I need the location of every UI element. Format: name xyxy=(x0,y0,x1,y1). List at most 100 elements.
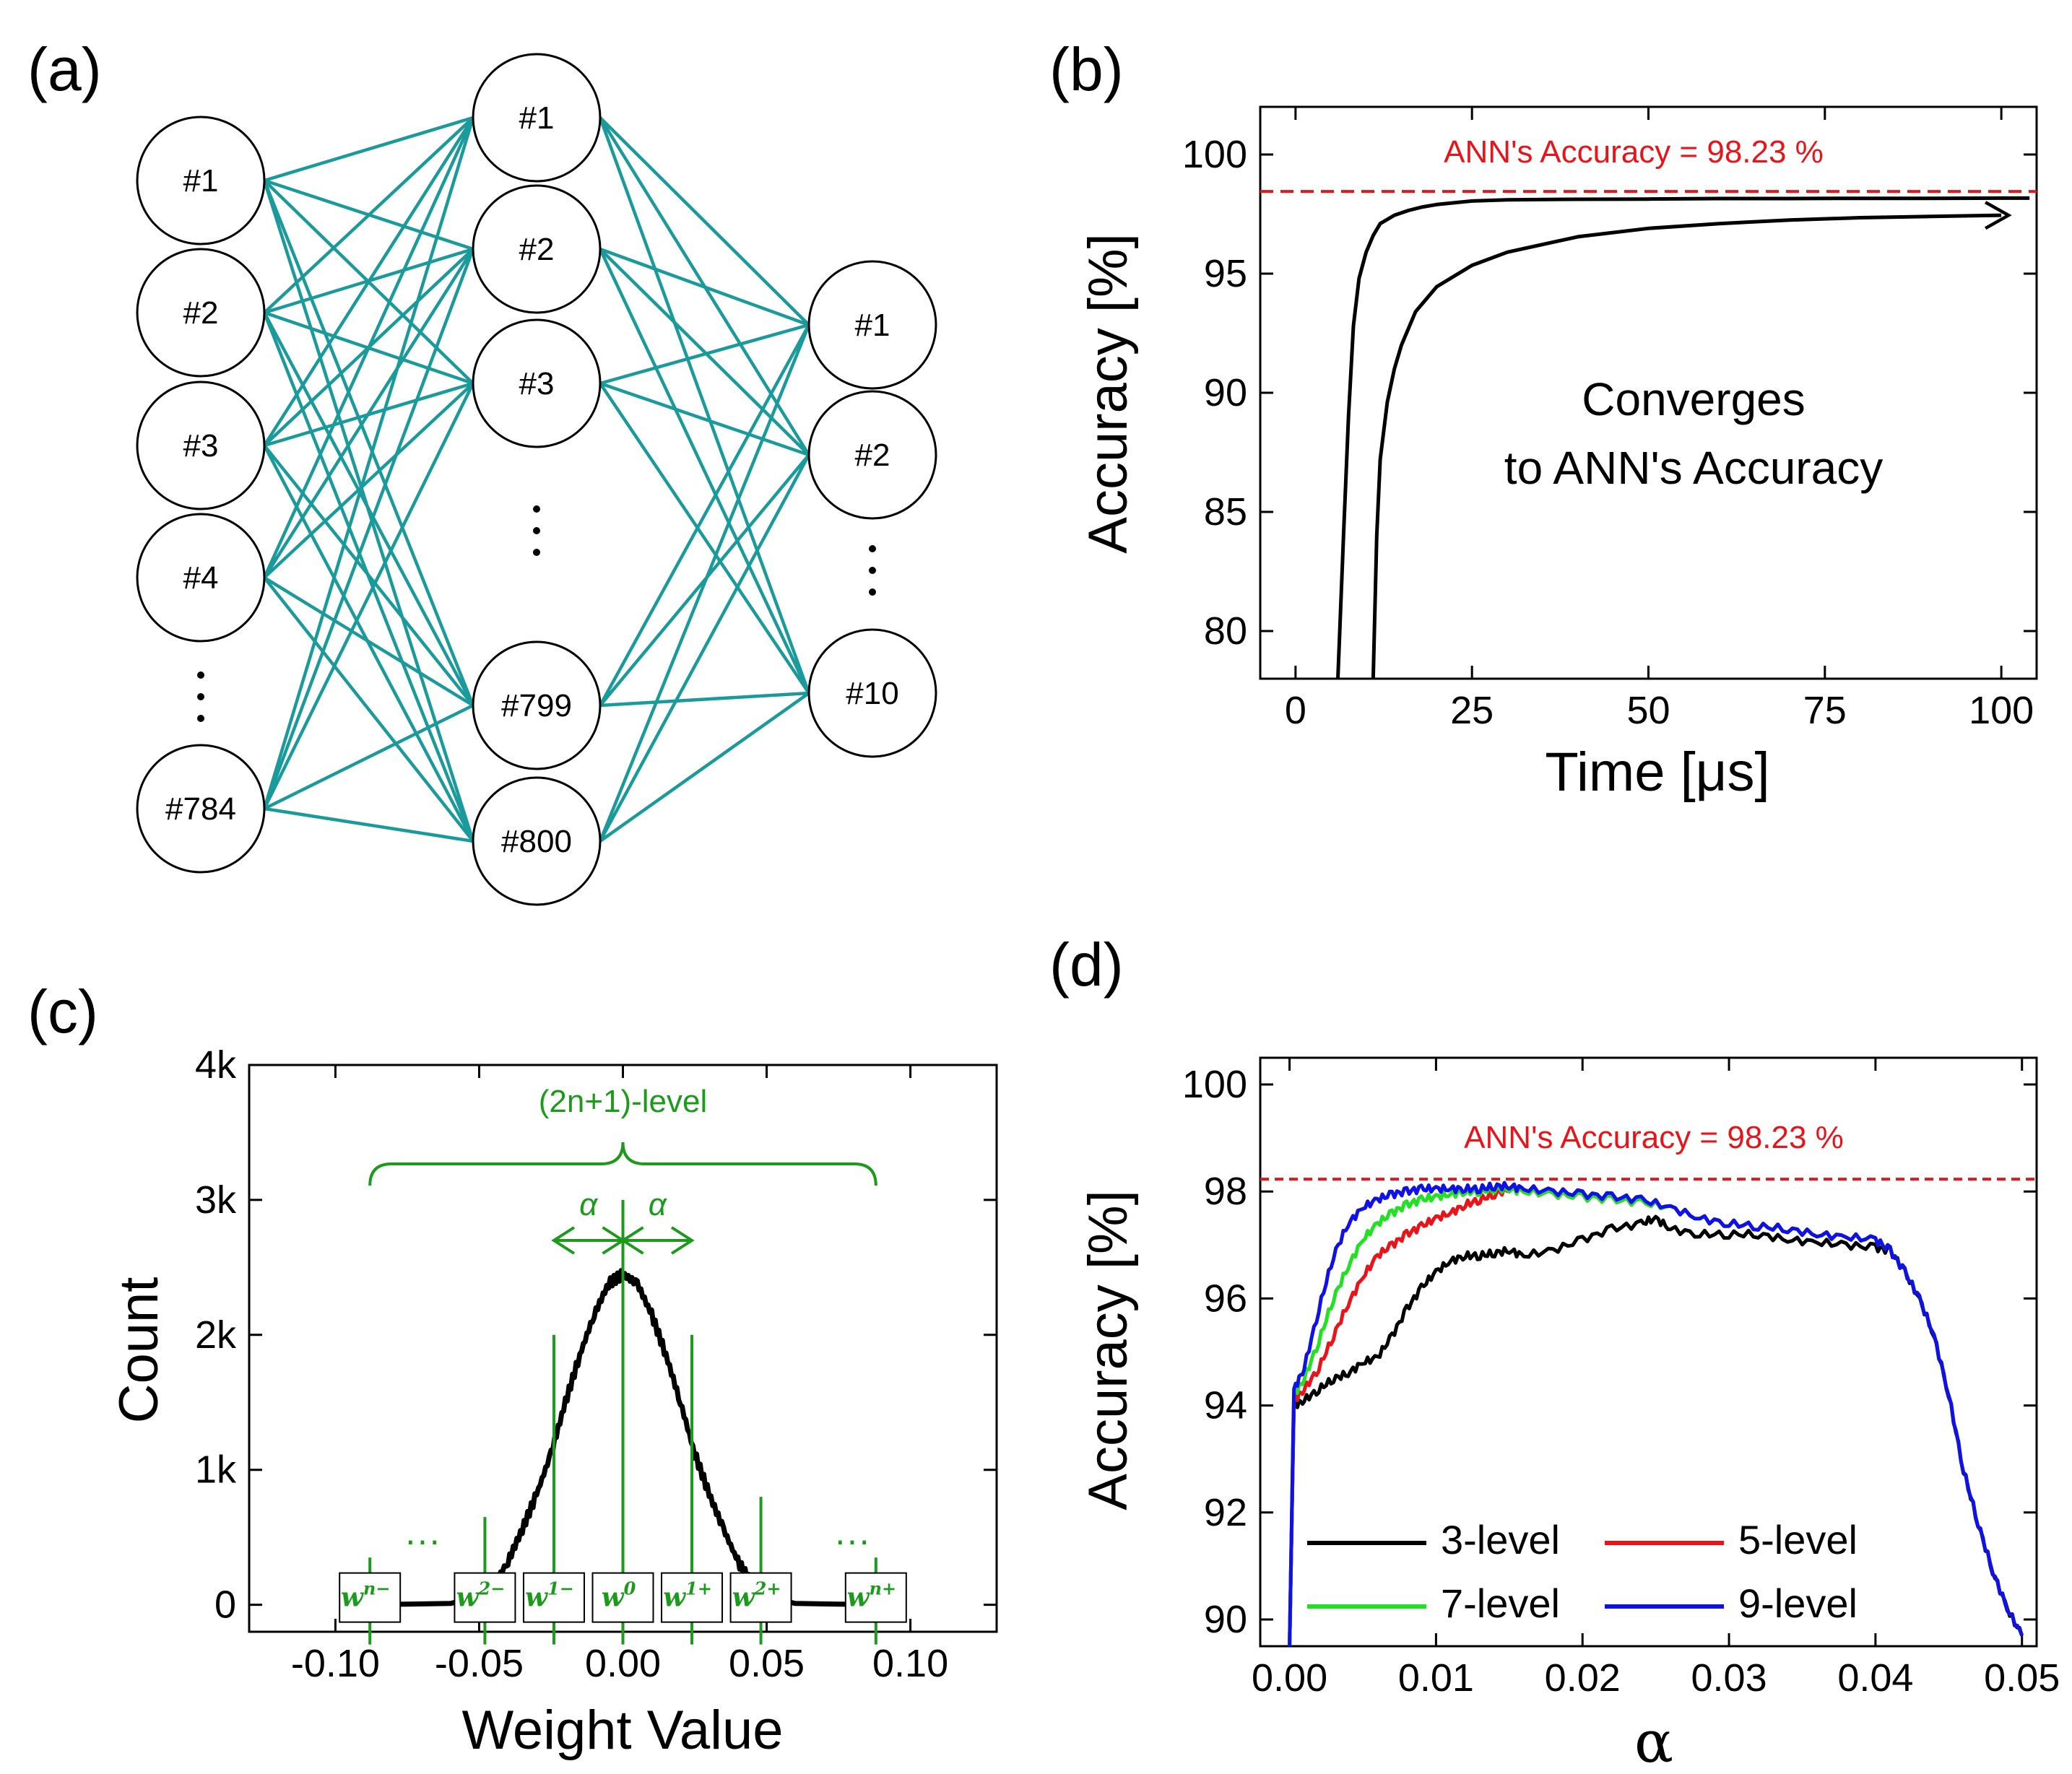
plot-c-level-box xyxy=(844,1572,907,1623)
edge xyxy=(599,381,810,457)
network-edges xyxy=(262,116,811,843)
panel-b-label: (b) xyxy=(1049,35,1124,103)
input-ellipsis xyxy=(197,693,204,700)
hidden-node-label: #1 xyxy=(519,100,555,136)
plot-d-series-5-level xyxy=(1288,1185,2024,1646)
plot-d-frame xyxy=(1259,1056,2038,1648)
plot-d-legend-label: 5-level xyxy=(1738,1517,1858,1562)
hidden-ellipsis xyxy=(533,527,540,534)
edge xyxy=(599,247,810,327)
plot-d-y-tick-label: 98 xyxy=(1204,1170,1247,1213)
edge xyxy=(598,117,811,694)
hidden-node-circle xyxy=(472,53,602,183)
edge xyxy=(263,116,474,314)
plot-d-y-label: Accuracy [%] xyxy=(1078,1190,1139,1510)
edge xyxy=(599,323,810,386)
plot-d-x-tick-label: 0.05 xyxy=(1984,1656,2060,1700)
plot-b: 0 25 50 75 100 80 85 90 95 100 ANN's Accuracy = 98… xyxy=(1078,105,2038,803)
plot-d: 0.00 0.01 0.02 0.03 0.04 0.05 90 92 94 96 98 100 ANN… xyxy=(1078,1056,2060,1774)
hidden-node-label: #3 xyxy=(519,366,555,401)
edge xyxy=(264,116,474,183)
plot-d-x-tick-label: 0.04 xyxy=(1837,1656,1913,1700)
plot-c-y-tick-label: 3k xyxy=(195,1178,237,1222)
plot-c-x-tick-label: 0.00 xyxy=(585,1642,661,1685)
plot-b-y-tick-label: 95 xyxy=(1204,252,1247,295)
output-node-label: #10 xyxy=(846,676,898,711)
plot-c-ellipsis-right: ··· xyxy=(834,1520,870,1560)
hidden-ellipsis xyxy=(533,549,540,556)
plot-c-level-label: w1− xyxy=(525,1578,574,1613)
plot-d-x-label: α xyxy=(1634,1708,1673,1774)
input-node-label: #784 xyxy=(165,791,236,827)
plot-c-y-tick-label: 1k xyxy=(195,1448,237,1492)
plot-c-ellipsis-left: ··· xyxy=(404,1520,441,1560)
output-ellipsis xyxy=(869,567,876,574)
hidden-ellipsis xyxy=(533,505,540,513)
edge xyxy=(599,248,810,456)
plot-b-y-tick-label: 100 xyxy=(1182,133,1247,176)
input-ellipsis xyxy=(197,671,204,679)
edge xyxy=(264,806,474,843)
plot-c-alpha-label-right: α xyxy=(649,1187,668,1222)
plot-b-arrow-head xyxy=(1985,201,2012,230)
plot-d-y-tick-label: 94 xyxy=(1204,1384,1247,1427)
plot-d-y-tick-label: 90 xyxy=(1204,1598,1247,1641)
hidden-node-circle xyxy=(472,640,602,770)
plot-c-x-tick-label: -0.10 xyxy=(291,1642,380,1685)
plot-d-reference-label: ANN's Accuracy = 98.23 % xyxy=(1464,1120,1844,1155)
plot-d-legend-label: 9-level xyxy=(1738,1580,1858,1626)
input-node-circle xyxy=(136,248,266,378)
hidden-node-label: #800 xyxy=(501,824,572,859)
panel-d-label: (d) xyxy=(1049,931,1124,999)
plot-c-x-tick-label: -0.05 xyxy=(435,1642,524,1685)
edge xyxy=(599,692,810,843)
input-node-label: #4 xyxy=(183,560,219,596)
input-node-label: #3 xyxy=(183,428,219,464)
input-ellipsis xyxy=(197,715,204,722)
edge xyxy=(263,382,474,579)
edge xyxy=(262,383,475,809)
plot-c-alpha-arrow-head xyxy=(551,1226,576,1255)
edge xyxy=(262,180,475,706)
edge xyxy=(599,691,810,708)
hidden-node-circle xyxy=(472,184,602,314)
plot-b-y-label: Accuracy [%] xyxy=(1078,233,1139,553)
edge xyxy=(263,116,474,447)
plot-b-y-tick-label: 85 xyxy=(1204,490,1247,534)
edge xyxy=(598,324,811,842)
plot-b-x-tick-label: 100 xyxy=(1969,689,2034,732)
plot-c-level-label: w0 xyxy=(602,1578,636,1613)
plot-c-x-label: Weight Value xyxy=(461,1700,783,1761)
edge xyxy=(263,248,474,579)
plot-c-brace xyxy=(368,1142,877,1186)
plot-b-annotation-line1: Converges xyxy=(1582,373,1806,425)
plot-c-y-tick-label: 0 xyxy=(214,1583,236,1627)
plot-c-x-tick-label: 0.10 xyxy=(872,1642,948,1685)
output-node-label: #2 xyxy=(855,438,890,473)
plot-c: -0.10 -0.05 0.00 0.05 0.10 0 1k 2k 3k 4k wn− w2− w1−… xyxy=(108,1043,998,1761)
hidden-node-label: #2 xyxy=(519,232,555,267)
plot-c-level-label: w1+ xyxy=(663,1578,712,1613)
plot-c-level-box xyxy=(729,1572,792,1623)
input-node-circle xyxy=(136,513,266,643)
plot-d-y-tick-label: 96 xyxy=(1204,1277,1247,1320)
edge xyxy=(262,117,475,578)
plot-b-y-tick-label: 90 xyxy=(1204,371,1247,414)
plot-c-alpha-arrow-head xyxy=(670,1226,695,1255)
plot-b-series-fast xyxy=(1336,196,2030,679)
plot-d-y-tick-label: 92 xyxy=(1204,1491,1247,1534)
plot-d-series-7-level xyxy=(1288,1183,2024,1646)
edge xyxy=(263,311,474,707)
input-node-label: #1 xyxy=(183,163,219,199)
input-node-circle xyxy=(136,744,266,874)
input-node-circle xyxy=(136,381,266,510)
plot-d-x-tick-label: 0.03 xyxy=(1691,1656,1767,1700)
output-ellipsis xyxy=(869,588,876,596)
edge xyxy=(599,382,810,695)
plot-b-x-tick-label: 50 xyxy=(1626,689,1670,732)
plot-c-level-box xyxy=(591,1572,654,1623)
plot-b-x-tick-label: 25 xyxy=(1450,689,1494,732)
plot-d-x-tick-label: 0.02 xyxy=(1545,1656,1621,1700)
plot-c-y-tick-label: 2k xyxy=(195,1313,237,1357)
edge xyxy=(263,444,474,707)
